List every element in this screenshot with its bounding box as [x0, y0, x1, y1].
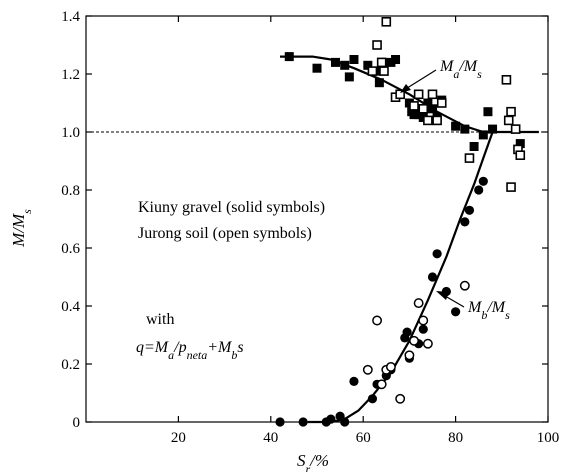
point-square-open [506, 182, 516, 192]
mb-arrowhead [436, 291, 449, 300]
point-square-open [381, 16, 392, 27]
y-axis-title: M/Ms [9, 209, 34, 248]
point-square-solid [391, 55, 401, 64]
point-square-open [418, 104, 429, 114]
point-square-open [427, 89, 438, 100]
point-square-open [423, 115, 433, 126]
point-circle-solid [460, 217, 470, 227]
point-square-solid [414, 110, 424, 120]
point-circle-open [409, 335, 419, 346]
plot-frame [85, 15, 549, 423]
point-square-solid [374, 78, 384, 88]
point-square-open [409, 101, 419, 111]
point-circle-solid [367, 394, 378, 404]
ma-arrow [403, 69, 437, 91]
y-tick-label: 1.4 [61, 9, 80, 25]
point-circle-open [459, 280, 470, 291]
point-circle-solid [349, 376, 359, 386]
point-circle-solid [427, 272, 438, 282]
point-circle-open [395, 393, 406, 404]
point-circle-open [376, 379, 387, 390]
y-tick-label: 0.8 [61, 183, 80, 199]
y-tick-label: 0 [73, 415, 81, 431]
equation-label: q=Ma/pneta+Mbs [136, 339, 244, 362]
ma-arrowhead [400, 84, 411, 93]
svg-text:M/Ms: M/Ms [9, 209, 34, 248]
y-tick-label: 0.2 [61, 357, 80, 373]
point-square-open [372, 40, 382, 50]
point-square-open [510, 124, 521, 134]
mb-curve-label: Mb/Ms [467, 299, 510, 322]
point-square-open [432, 115, 442, 126]
point-square-solid [330, 57, 340, 67]
point-square-solid [483, 107, 493, 117]
x-tick-label: 60 [356, 430, 371, 446]
point-square-open [503, 115, 514, 126]
y-tick-label: 0.4 [61, 299, 80, 315]
point-square-open [367, 66, 378, 76]
point-circle-open [385, 361, 396, 372]
point-square-open [413, 89, 424, 100]
y-tick-label: 1.2 [61, 67, 80, 83]
point-circle-solid [418, 324, 428, 334]
point-square-solid [423, 98, 433, 108]
ma-curve-label: Ma/Ms [439, 58, 482, 81]
x-tick-label: 20 [171, 430, 186, 446]
point-square-open [379, 66, 389, 76]
x-tick-label: 100 [537, 430, 560, 446]
point-square-solid [488, 124, 498, 134]
point-square-open [376, 57, 387, 68]
y-tick-label: 1.0 [61, 125, 80, 141]
point-square-solid [515, 139, 525, 149]
x-tick-label: 80 [448, 430, 463, 446]
point-circle-solid [464, 205, 475, 215]
point-circle-solid [432, 249, 442, 259]
point-circle-solid [402, 327, 412, 337]
point-square-solid [312, 63, 322, 73]
point-square-open [501, 75, 512, 85]
legend-line-open: Jurong soil (open symbols) [138, 225, 312, 242]
point-square-solid [363, 60, 373, 70]
point-square-open [515, 150, 526, 160]
point-square-open [506, 106, 516, 117]
point-circle-open [418, 315, 429, 326]
point-circle-open [404, 350, 415, 361]
point-square-solid [409, 110, 419, 120]
point-circle-solid [478, 176, 488, 186]
point-circle-open [362, 364, 373, 375]
point-square-solid [386, 57, 396, 67]
point-circle-open [413, 298, 424, 309]
point-square-open [436, 98, 447, 108]
point-circle-solid [451, 307, 461, 317]
x-tick-label: 40 [263, 430, 278, 446]
point-square-open [464, 153, 475, 163]
point-square-solid [428, 104, 437, 114]
point-square-solid [349, 55, 359, 64]
point-square-solid [478, 130, 488, 140]
point-circle-open [372, 315, 383, 326]
point-square-solid [340, 60, 350, 70]
with-label: with [146, 311, 174, 328]
point-square-solid [469, 142, 479, 151]
point-circle-open [422, 338, 433, 349]
point-circle-solid [474, 185, 484, 195]
point-square-solid [460, 124, 470, 134]
point-square-solid [451, 121, 461, 131]
point-square-solid [284, 52, 294, 62]
point-square-solid [344, 72, 354, 82]
legend-line-solid: Kiuny gravel (solid symbols) [138, 199, 325, 216]
point-square-open [395, 89, 405, 100]
y-tick-label: 0.6 [61, 241, 80, 257]
x-axis-title: Sr/% [297, 451, 329, 472]
